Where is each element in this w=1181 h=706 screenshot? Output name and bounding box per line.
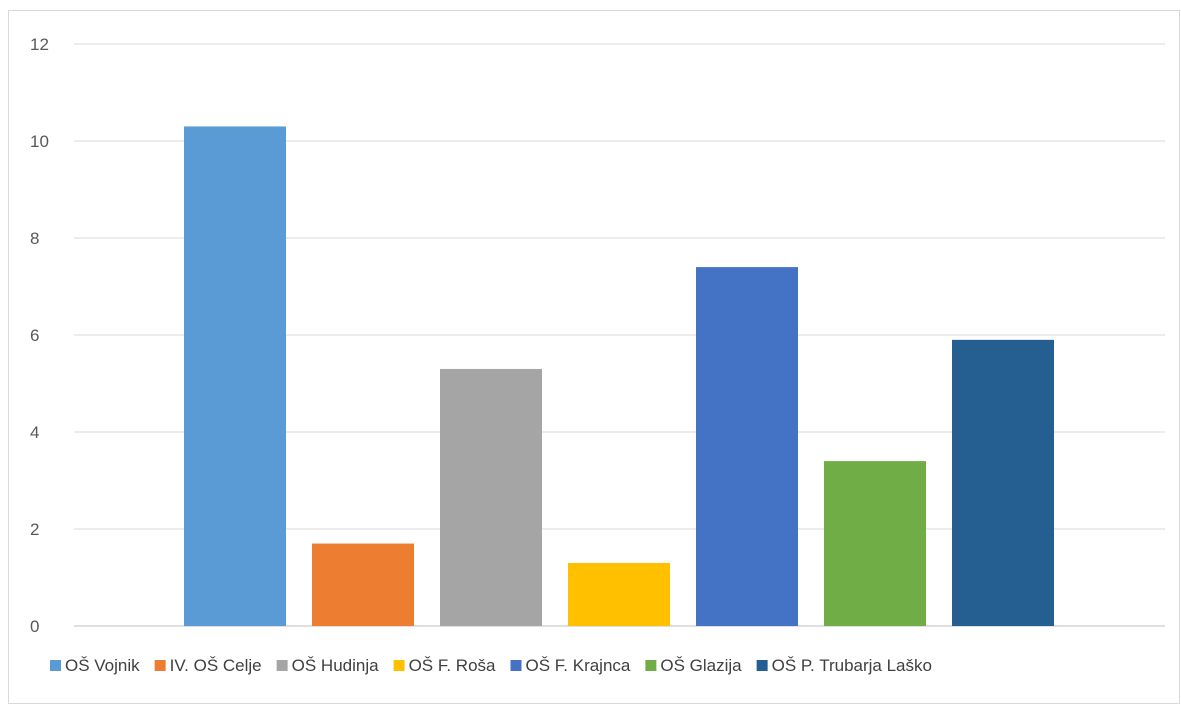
y-tick-label: 8 [30,229,39,248]
legend-label: OŠ Hudinja [292,656,379,675]
legend-item: OŠ Glazija [645,656,742,675]
legend-item: OŠ Vojnik [50,656,140,675]
bar-iv-o-celje [312,543,414,626]
legend-swatch [276,660,288,671]
legend-swatch [50,660,61,671]
bar-o-glazija [824,461,926,626]
legend-label: OŠ P. Trubarja Laško [772,656,932,675]
bar-o-f-ro-a [568,562,670,626]
y-tick-label: 2 [30,520,39,539]
legend-swatch [393,660,405,671]
legend-label: OŠ F. Roša [409,656,496,675]
legend: OŠ Vojnik IV. OŠ Celje OŠ Hudinja OŠ F. Roš… [50,656,932,675]
legend-item: OŠ Hudinja [276,656,379,675]
y-tick-label: 10 [30,132,49,151]
legend-label: OŠ F. Krajnca [526,656,631,675]
legend-swatch [645,660,657,671]
bar-o-vojnik [184,126,286,626]
y-tick-label: 4 [30,423,39,442]
y-tick-label: 6 [30,326,39,345]
bar-o-f-krajnca [696,267,798,626]
legend-label: OŠ Glazija [660,656,742,675]
legend-item: OŠ F. Krajnca [510,656,631,675]
bar-o-hudinja [440,368,542,626]
bars [184,126,1054,626]
legend-item: OŠ P. Trubarja Laško [756,656,932,675]
legend-item: IV. OŠ Celje [154,656,262,675]
legend-swatch [756,660,768,671]
legend-swatch [510,660,522,671]
legend-label: IV. OŠ Celje [170,656,262,675]
legend-swatch [154,660,166,671]
bar-o-p-trubarja-la-ko [952,339,1054,626]
y-tick-label: 0 [30,617,39,636]
y-axis-ticks: 0 2 4 6 8 10 12 [30,35,49,636]
y-tick-label: 12 [30,35,49,54]
legend-item: OŠ F. Roša [393,656,496,675]
legend-label: OŠ Vojnik [65,656,140,675]
